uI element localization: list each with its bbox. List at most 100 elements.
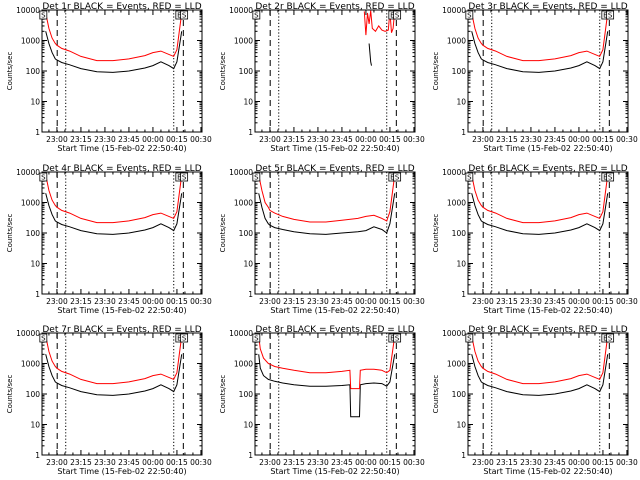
x-tick-label: 00:30 (616, 297, 638, 306)
y-tick-label: 100 (26, 390, 41, 399)
x-tick-label: 23:00 (472, 297, 494, 306)
marker-box (393, 333, 402, 343)
x-tick-label: 00:00 (355, 135, 377, 144)
marker-label: S (467, 174, 472, 182)
marker-box (252, 333, 261, 343)
x-tick-label: 23:00 (259, 135, 281, 144)
marker-label: S (41, 335, 46, 343)
marker-label: S (395, 12, 400, 20)
marker-box (180, 10, 189, 20)
series-group (45, 12, 183, 73)
panel-title: Det 7r BLACK = Events, RED = LLD (42, 325, 201, 335)
series-group (45, 335, 183, 396)
y-tick-label: 100 (452, 229, 467, 238)
y-tick-label: 100 (239, 67, 254, 76)
y-tick-label: 100 (239, 229, 254, 238)
marker-label: E (177, 174, 181, 182)
y-tick-label: 10 (243, 421, 253, 430)
series-line (471, 31, 609, 73)
marker-label: S (608, 174, 613, 182)
panel-det-2: Det 2r BLACK = Events, RED = LLD 1 10 100 10… (219, 2, 425, 153)
x-tick-label: 23:00 (259, 297, 281, 306)
x-tick-label: 00:30 (190, 297, 212, 306)
x-axis-title: Start Time (15-Feb-02 22:50:40) (483, 144, 612, 153)
x-tick-label: 23:45 (544, 458, 566, 467)
series-line (258, 354, 396, 418)
marker-box (606, 10, 615, 20)
x-tick-label: 23:15 (496, 135, 518, 144)
marker-label: E (390, 12, 394, 20)
series-line (45, 193, 183, 235)
y-tick-label: 100 (452, 67, 467, 76)
marker-label: S (254, 335, 259, 343)
y-tick-label: 1 (461, 290, 466, 299)
x-tick-label: 23:00 (46, 297, 68, 306)
series-group (471, 335, 609, 396)
x-tick-label: 23:45 (544, 297, 566, 306)
marker-label: E (603, 335, 607, 343)
y-axis-title: Counts/sec (219, 52, 227, 91)
x-tick-label: 23:30 (307, 297, 329, 306)
y-tick-label: 1 (35, 128, 40, 137)
y-tick-label: 10000 (442, 6, 466, 15)
marker-label: E (177, 335, 181, 343)
marker-box (393, 172, 402, 182)
y-tick-label: 10 (30, 98, 40, 107)
marker-box (606, 172, 615, 182)
marker-label: S (41, 174, 46, 182)
x-tick-label: 23:00 (46, 458, 68, 467)
y-axis-title: Counts/sec (432, 214, 440, 253)
x-tick-label: 00:15 (166, 297, 188, 306)
marker-label: S (182, 335, 187, 343)
series-group (258, 335, 396, 418)
x-tick-label: 00:00 (568, 135, 590, 144)
marker-label: E (603, 174, 607, 182)
panel-title: Det 6r BLACK = Events, RED = LLD (468, 164, 627, 174)
marker-label: S (467, 335, 472, 343)
x-tick-label: 00:30 (190, 458, 212, 467)
x-tick-label: 00:30 (403, 135, 425, 144)
x-tick-label: 23:30 (520, 458, 542, 467)
panel-title: Det 1r BLACK = Events, RED = LLD (42, 2, 201, 12)
y-tick-label: 10000 (229, 168, 253, 177)
panel-det-3: Det 3r BLACK = Events, RED = LLD 1 10 100 10… (432, 2, 638, 153)
panel-det-6: Det 6r BLACK = Events, RED = LLD 1 10 100 10… (432, 164, 638, 315)
y-axis-title: Counts/sec (432, 52, 440, 91)
y-tick-label: 1000 (21, 360, 40, 369)
panel-det-4: Det 4r BLACK = Events, RED = LLD 1 10 100 10… (6, 164, 212, 315)
panel-title: Det 9r BLACK = Events, RED = LLD (468, 325, 627, 335)
x-tick-label: 00:00 (568, 458, 590, 467)
y-tick-label: 10 (243, 260, 253, 269)
x-tick-label: 23:30 (94, 297, 116, 306)
x-tick-label: 00:15 (379, 458, 401, 467)
x-tick-label: 00:00 (142, 135, 164, 144)
x-tick-label: 23:15 (70, 135, 92, 144)
x-tick-label: 00:00 (142, 297, 164, 306)
x-tick-label: 00:15 (379, 297, 401, 306)
x-tick-label: 23:15 (283, 135, 305, 144)
marker-box (39, 172, 48, 182)
series-line (45, 354, 183, 396)
marker-box (393, 10, 402, 20)
series-group (471, 174, 609, 235)
y-tick-label: 1000 (21, 37, 40, 46)
y-tick-label: 100 (452, 390, 467, 399)
marker-label: E (603, 12, 607, 20)
series-group (45, 174, 183, 235)
panel-det-7: Det 7r BLACK = Events, RED = LLD 1 10 100 10… (6, 325, 212, 476)
marker-box (252, 172, 261, 182)
y-tick-label: 1000 (447, 360, 466, 369)
x-axis-title: Start Time (15-Feb-02 22:50:40) (270, 467, 399, 476)
series-group (258, 174, 396, 235)
y-tick-label: 1 (35, 290, 40, 299)
x-tick-label: 23:45 (331, 458, 353, 467)
x-tick-label: 23:15 (283, 297, 305, 306)
marker-label: S (395, 335, 400, 343)
x-tick-label: 23:45 (118, 297, 140, 306)
y-tick-label: 1 (461, 128, 466, 137)
panel-det-9: Det 9r BLACK = Events, RED = LLD 1 10 100 10… (432, 325, 638, 476)
marker-label: E (390, 174, 394, 182)
x-tick-label: 23:00 (472, 135, 494, 144)
y-tick-label: 100 (26, 67, 41, 76)
y-tick-label: 10000 (442, 329, 466, 338)
